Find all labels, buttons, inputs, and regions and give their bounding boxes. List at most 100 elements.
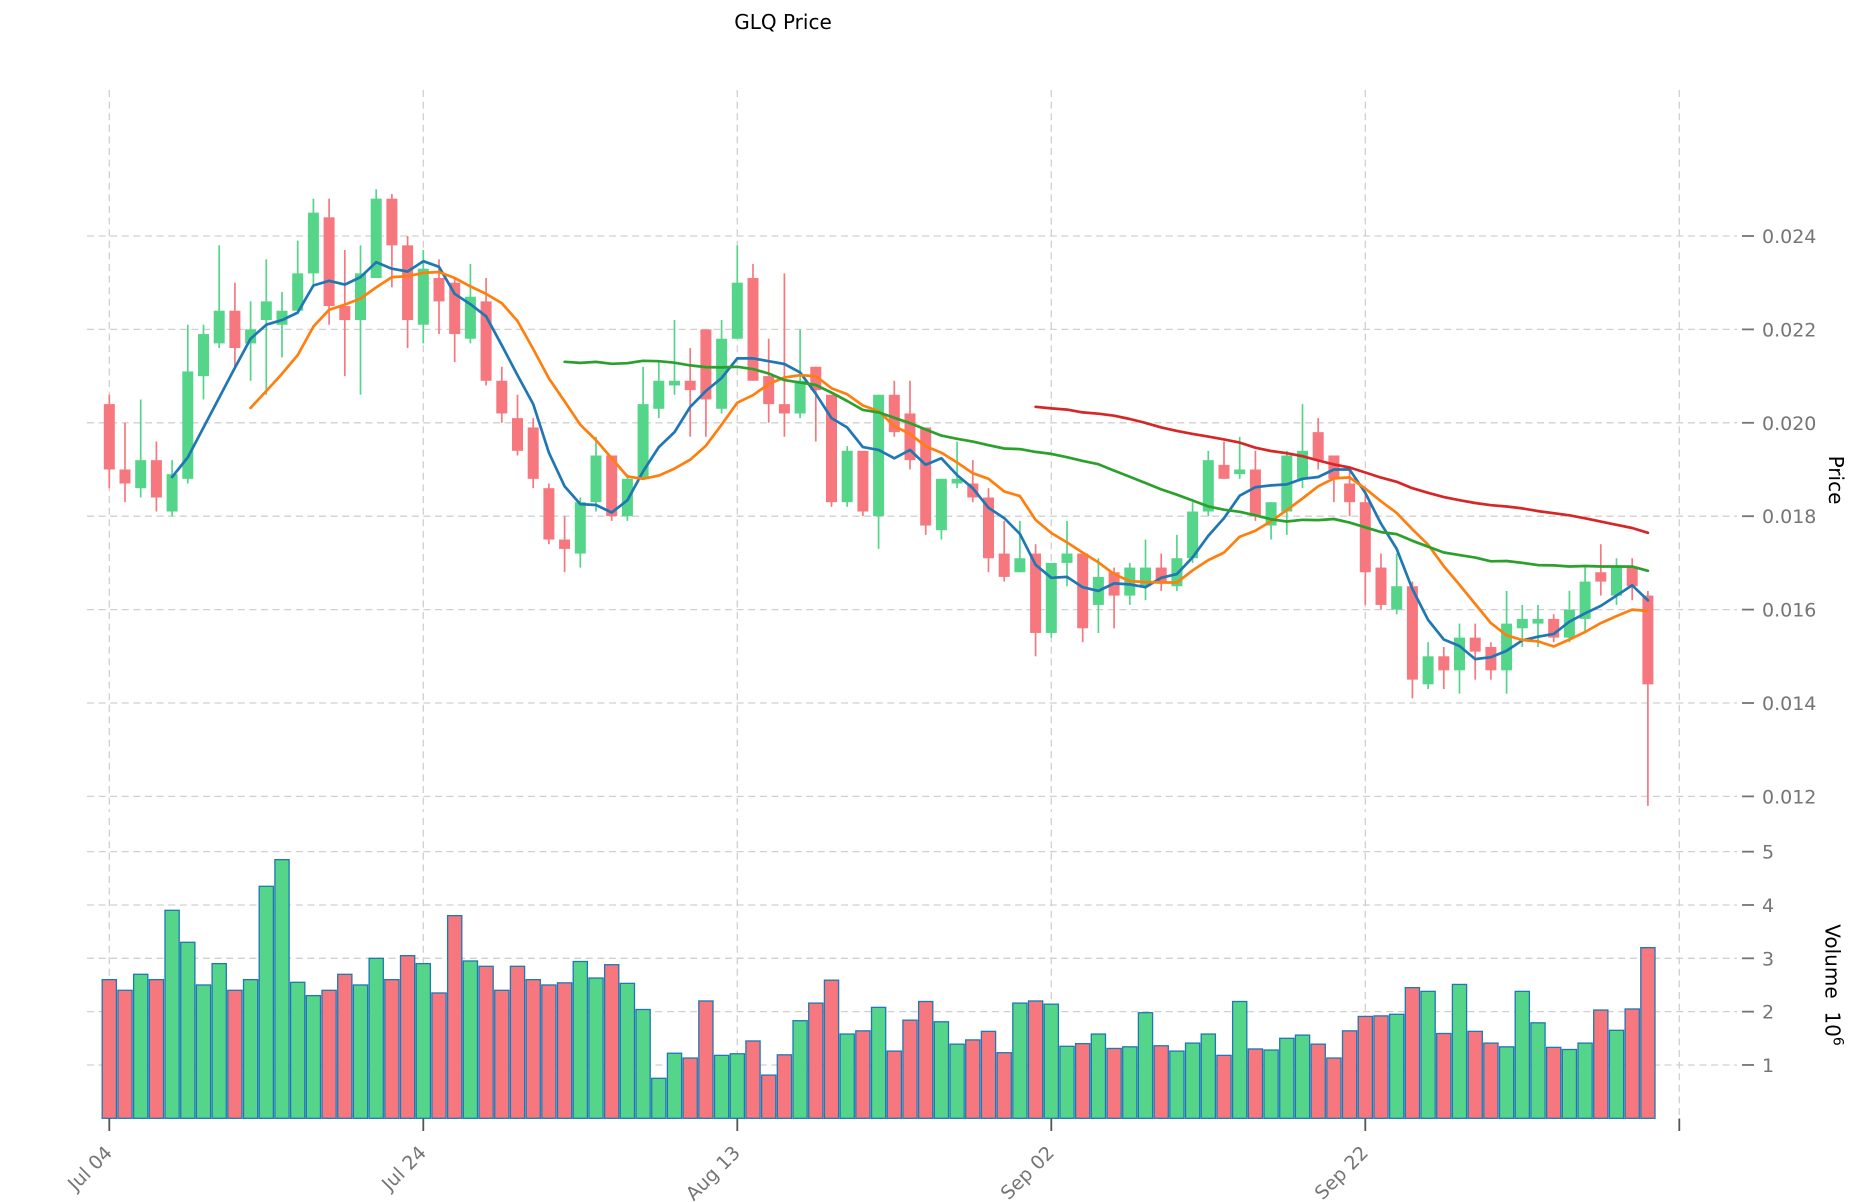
volume-bar: [1640, 946, 1656, 1119]
volume-tick-label: 2: [1762, 1002, 1774, 1024]
chart-title: GLQ Price: [734, 10, 832, 34]
candle-body: [810, 366, 822, 391]
volume-bar: [1404, 986, 1421, 1119]
volume-tick-label: 4: [1762, 895, 1774, 917]
candle-body: [1140, 567, 1151, 587]
volume-bar: [446, 914, 463, 1119]
candle-body: [229, 310, 241, 349]
volume-bar: [698, 1000, 714, 1119]
candle-body: [1611, 567, 1622, 596]
volume-bar: [462, 960, 479, 1119]
volume-bar: [525, 978, 541, 1119]
candle-body: [653, 380, 665, 409]
volume-bar: [1153, 1045, 1169, 1119]
candle-body: [496, 380, 508, 414]
gridlines: [87, 90, 1737, 1119]
sma-10-line: [249, 270, 1650, 648]
candle-body: [684, 380, 696, 391]
volume-bar: [635, 1008, 651, 1119]
volume-bar: [823, 979, 840, 1119]
volume-bar: [399, 954, 416, 1119]
volume-bar: [1059, 1045, 1075, 1119]
candle-body: [1391, 586, 1403, 610]
candle-body: [574, 502, 586, 554]
volume-bar: [1577, 1042, 1593, 1119]
candle-body: [1375, 567, 1387, 605]
candle-body: [1406, 586, 1418, 680]
candle-body: [826, 394, 837, 503]
price-tick-label: 0.022: [1762, 319, 1816, 341]
candle-body: [245, 329, 257, 344]
candle-body: [747, 278, 759, 381]
volume-bar: [1341, 1030, 1358, 1119]
volume-bar: [1451, 983, 1468, 1119]
candles: [103, 189, 1654, 806]
volume-bar: [745, 1040, 761, 1119]
candle-body: [920, 427, 932, 526]
volume-bar: [227, 989, 243, 1119]
volume-bar: [619, 982, 636, 1119]
volume-bar: [1467, 1030, 1483, 1119]
candle-body: [1548, 618, 1560, 638]
volume-bar: [965, 1039, 981, 1119]
candle-body: [1532, 618, 1544, 624]
candle-body: [841, 450, 853, 503]
volume-bar: [132, 973, 149, 1119]
candle-body: [1344, 483, 1356, 503]
volume-bar: [258, 885, 275, 1119]
volume-bars: [101, 858, 1656, 1119]
volume-tick-label: 1: [1762, 1055, 1774, 1077]
candle-body: [1359, 502, 1371, 573]
candle-body: [700, 329, 712, 400]
volume-bar: [494, 989, 510, 1119]
volume-bar: [1122, 1046, 1138, 1119]
candle-body: [716, 338, 728, 409]
volume-bar: [1436, 1032, 1452, 1119]
candle-body: [1579, 581, 1591, 619]
candle-body: [935, 478, 947, 531]
volume-bar: [713, 1054, 730, 1119]
volume-tick-label: 5: [1762, 842, 1774, 864]
price-tick-label: 0.016: [1762, 600, 1816, 622]
candle-body: [323, 217, 335, 307]
candle-body: [527, 427, 539, 479]
candle-body: [590, 455, 602, 503]
volume-bar: [666, 1052, 683, 1119]
volume-bar: [148, 978, 165, 1119]
candle-body: [1249, 469, 1261, 517]
volume-bar: [1483, 1042, 1499, 1119]
volume-bar: [1263, 1049, 1279, 1119]
candle-body: [1485, 646, 1497, 671]
candle-body: [1595, 572, 1607, 582]
volume-bar: [1231, 1000, 1248, 1119]
volume-bar: [415, 962, 432, 1119]
volume-bar: [180, 941, 196, 1119]
candle-body: [417, 268, 429, 325]
volume-bar: [1420, 990, 1436, 1119]
candle-body: [998, 553, 1010, 577]
volume-bar: [1373, 1015, 1389, 1119]
x-tick-label: Aug 13: [682, 1142, 745, 1202]
volume-bar: [556, 982, 573, 1119]
volume-bar: [1326, 1057, 1342, 1119]
candle-body: [386, 198, 398, 246]
volume-bar: [1247, 1048, 1264, 1119]
volume-bar: [1530, 1022, 1546, 1119]
moving-average-lines: [170, 259, 1650, 661]
volume-bar: [776, 1054, 793, 1119]
volume-bar: [1184, 1042, 1201, 1119]
volume-bar: [352, 984, 369, 1119]
volume-bar: [933, 1021, 950, 1119]
candle-body: [292, 273, 304, 311]
volume-bar: [588, 977, 604, 1119]
volume-bar: [839, 1033, 855, 1119]
volume-bar: [1357, 1015, 1374, 1119]
volume-bar: [431, 992, 447, 1119]
volume-axis-label-text: Volume: [1820, 924, 1845, 999]
volume-tick-label: 3: [1762, 948, 1774, 970]
volume-bar: [289, 981, 306, 1119]
price-tick-label: 0.024: [1762, 226, 1816, 248]
candle-body: [1234, 469, 1246, 475]
